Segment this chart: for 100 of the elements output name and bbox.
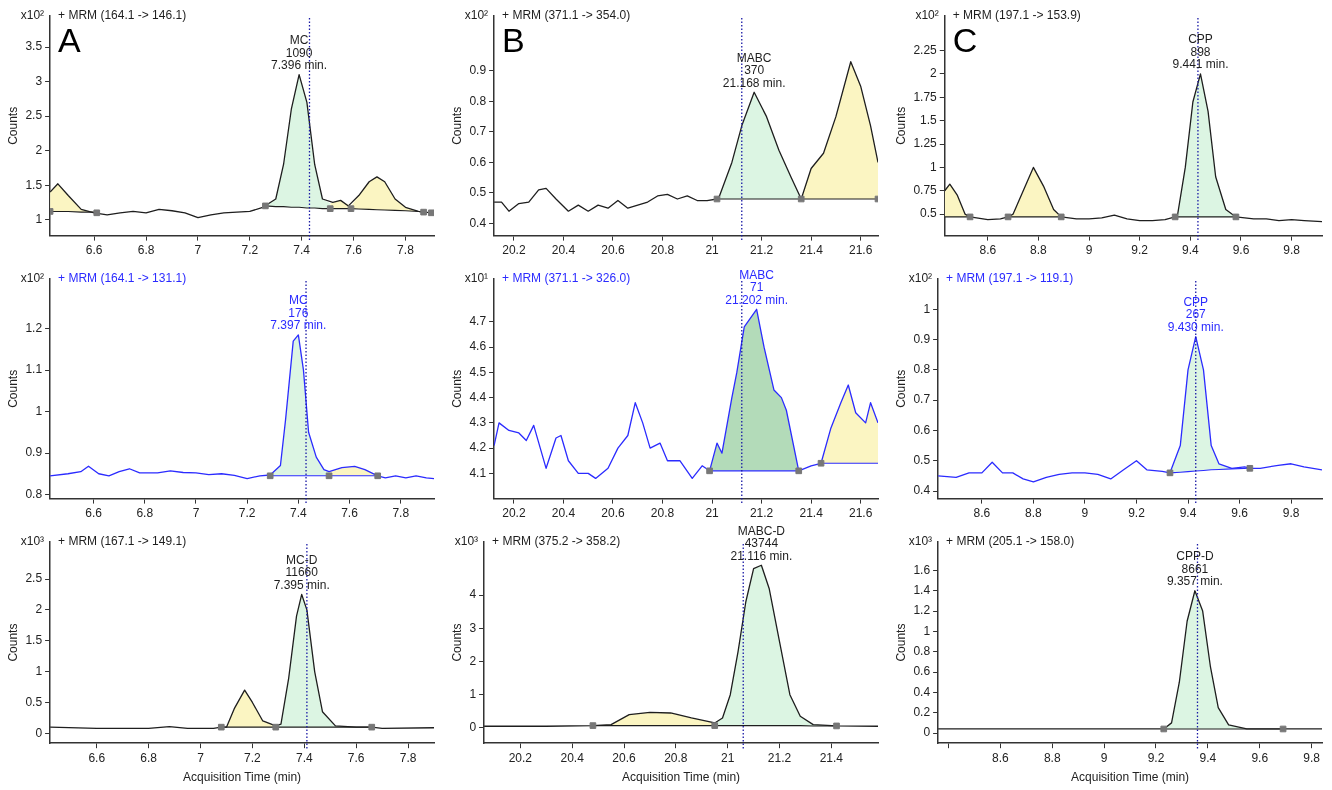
y-axis-title: Counts bbox=[893, 623, 908, 662]
y-tick-label: 0.75 bbox=[913, 183, 938, 198]
y-tick-label: 0.2 bbox=[913, 705, 931, 720]
chart-title: + MRM (167.1 -> 149.1) bbox=[58, 534, 187, 549]
x-tick-label: 7.4 bbox=[293, 243, 311, 258]
y-tick-label: 2 bbox=[35, 602, 43, 617]
x-tick-label: 9.6 bbox=[1231, 506, 1249, 521]
y-axis-title: Counts bbox=[449, 106, 464, 145]
y-tick-label: 0.4 bbox=[913, 483, 931, 498]
x-tick-label: 9.4 bbox=[1179, 506, 1197, 521]
y-tick-label: 1 bbox=[35, 212, 43, 227]
y-tick-label: 0.5 bbox=[913, 453, 931, 468]
y-tick-label: 1.5 bbox=[25, 633, 43, 648]
x-tick-label: 7.4 bbox=[290, 506, 308, 521]
chart-title: + MRM (371.1 -> 354.0) bbox=[502, 8, 631, 23]
x-tick-label: 8.8 bbox=[1025, 506, 1043, 521]
y-tick-label: 4.7 bbox=[469, 314, 487, 329]
x-tick-label: 9.6 bbox=[1232, 243, 1250, 258]
y-tick-label: 4.6 bbox=[469, 339, 487, 354]
y-tick-label: 0.8 bbox=[469, 93, 487, 108]
y-tick-label: 3 bbox=[35, 73, 43, 88]
x-tick-label: 21 bbox=[705, 243, 720, 258]
x-tick-label: 7.4 bbox=[295, 750, 313, 765]
y-tick-label: 1 bbox=[930, 159, 938, 174]
x-tick-label: 20.4 bbox=[560, 750, 585, 765]
y-tick-label: 0.9 bbox=[469, 63, 487, 78]
x-tick-label: 7 bbox=[194, 243, 202, 258]
x-tick-label: 21.4 bbox=[799, 506, 824, 521]
x-tick-label: 9.2 bbox=[1128, 506, 1146, 521]
x-tick-label: 7.6 bbox=[347, 750, 365, 765]
x-tick-label: 9.2 bbox=[1147, 750, 1165, 765]
x-tick-label: 8.8 bbox=[1043, 750, 1061, 765]
x-tick-label: 21.2 bbox=[749, 506, 774, 521]
y-tick-label: 0.6 bbox=[469, 154, 487, 169]
x-tick-label: 20.4 bbox=[551, 243, 576, 258]
x-tick-label: 9.8 bbox=[1282, 506, 1300, 521]
y-tick-label: 4.4 bbox=[469, 389, 487, 404]
y-tick-label: 1.2 bbox=[25, 321, 43, 336]
x-tick-label: 6.6 bbox=[88, 750, 106, 765]
y-axis-title: Counts bbox=[5, 369, 20, 408]
x-axis-title: Acquisition Time (min) bbox=[622, 770, 741, 785]
y-tick-label: 0.7 bbox=[469, 124, 487, 139]
x-tick-label: 9 bbox=[1081, 506, 1089, 521]
chart-subtitle: x10² bbox=[20, 8, 45, 23]
annotation: B bbox=[502, 21, 525, 60]
x-tick-label: 7 bbox=[192, 506, 200, 521]
x-tick-label: 9 bbox=[1100, 750, 1108, 765]
x-tick-label: 21.6 bbox=[848, 506, 873, 521]
x-tick-label: 20.8 bbox=[650, 243, 675, 258]
chart-title: + MRM (375.2 -> 358.2) bbox=[492, 534, 621, 549]
x-tick-label: 9.8 bbox=[1303, 750, 1321, 765]
y-tick-label: 1.6 bbox=[913, 562, 931, 577]
y-tick-label: 0.5 bbox=[920, 206, 938, 221]
x-tick-label: 7.6 bbox=[341, 506, 359, 521]
chart-title: + MRM (205.1 -> 158.0) bbox=[946, 534, 1075, 549]
y-tick-label: 0.7 bbox=[913, 392, 931, 407]
x-tick-label: 20.6 bbox=[601, 506, 625, 521]
y-axis-title: Counts bbox=[5, 623, 20, 662]
y-tick-label: 1 bbox=[35, 663, 43, 678]
x-tick-label: 20.2 bbox=[502, 506, 526, 521]
chart-subtitle: x10² bbox=[464, 8, 489, 23]
y-tick-label: 1 bbox=[923, 623, 931, 638]
x-tick-label: 21.4 bbox=[819, 750, 844, 765]
annotation: CPP 898 9.441 min. bbox=[1172, 32, 1229, 72]
y-tick-label: 0 bbox=[469, 720, 477, 735]
x-tick-label: 7.2 bbox=[238, 506, 256, 521]
x-tick-label: 7.8 bbox=[397, 243, 415, 258]
x-tick-label: 21.6 bbox=[848, 243, 873, 258]
y-tick-label: 1.5 bbox=[920, 112, 938, 127]
x-tick-label: 21.2 bbox=[749, 243, 774, 258]
x-tick-label: 20.4 bbox=[551, 506, 576, 521]
chart-subtitle: x10² bbox=[915, 8, 939, 23]
y-tick-label: 0.9 bbox=[913, 331, 931, 346]
y-tick-label: 4.1 bbox=[469, 465, 487, 480]
y-tick-label: 2 bbox=[35, 142, 43, 157]
y-axis-title: Counts bbox=[449, 369, 464, 408]
x-tick-label: 6.8 bbox=[136, 506, 154, 521]
y-tick-label: 1.25 bbox=[913, 136, 938, 151]
x-tick-label: 20.2 bbox=[502, 243, 526, 258]
x-tick-label: 21.4 bbox=[799, 243, 824, 258]
x-tick-label: 8.6 bbox=[973, 506, 991, 521]
x-tick-label: 7.2 bbox=[241, 243, 259, 258]
y-tick-label: 1 bbox=[35, 403, 43, 418]
x-tick-label: 9.2 bbox=[1131, 243, 1149, 258]
y-axis-title: Counts bbox=[893, 369, 908, 408]
y-tick-label: 0.5 bbox=[25, 694, 43, 709]
x-tick-label: 8.6 bbox=[991, 750, 1009, 765]
y-tick-label: 2 bbox=[930, 66, 938, 81]
y-tick-label: 1.2 bbox=[913, 603, 931, 618]
y-tick-label: 2.5 bbox=[25, 571, 43, 586]
y-axis-title: Counts bbox=[5, 106, 20, 145]
y-tick-label: 4.3 bbox=[469, 415, 487, 430]
y-tick-label: 1 bbox=[923, 301, 931, 316]
x-tick-label: 20.2 bbox=[508, 750, 533, 765]
x-tick-label: 20.8 bbox=[664, 750, 688, 765]
y-tick-label: 2 bbox=[469, 653, 477, 668]
y-tick-label: 4.5 bbox=[469, 364, 487, 379]
chart-subtitle: x10¹ bbox=[464, 271, 489, 286]
y-tick-label: 0.4 bbox=[913, 684, 931, 699]
x-tick-label: 9.4 bbox=[1199, 750, 1217, 765]
